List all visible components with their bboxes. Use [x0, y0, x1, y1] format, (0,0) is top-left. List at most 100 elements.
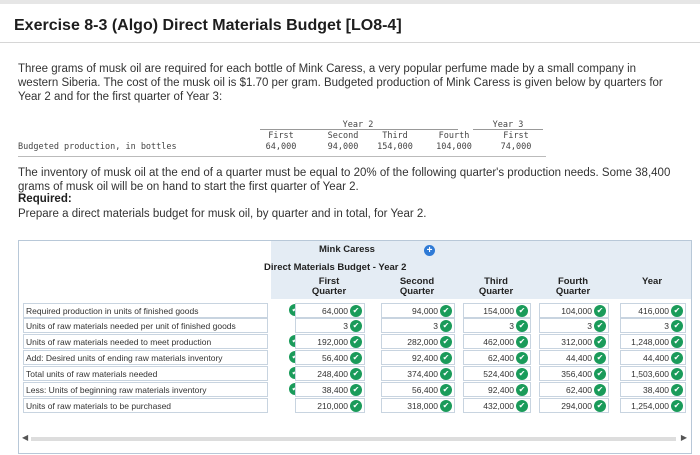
row-label: Total units of raw materials needed: [23, 366, 268, 381]
column-header-3: Fourth Quarter: [555, 276, 591, 297]
inventory-paragraph: The inventory of musk oil at the end of …: [18, 167, 671, 193]
required-instruction: Prepare a direct materials budget for mu…: [18, 208, 427, 220]
horizontal-scrollbar[interactable]: [31, 437, 676, 441]
correct-check-icon: ✔: [350, 384, 362, 396]
correct-check-icon: ✔: [350, 400, 362, 412]
title-divider: [0, 42, 700, 43]
cell-value: 1,254,000: [631, 401, 669, 411]
top-rule: [0, 0, 700, 4]
cell-value: 56,400: [412, 385, 438, 395]
correct-check-icon: ✔: [516, 368, 528, 380]
row-label: Add: Desired units of ending raw materia…: [23, 350, 268, 365]
answer-input-cell[interactable]: 282,000 ✔: [381, 334, 455, 349]
cell-value: 432,000: [483, 401, 514, 411]
correct-check-icon: ✔: [350, 320, 362, 332]
correct-check-icon: ✔: [594, 400, 606, 412]
budget-q1-value: 64,000: [265, 142, 297, 152]
cell-value: 3: [343, 321, 348, 331]
correct-check-icon: ✔: [440, 400, 452, 412]
q2-header: Second: [327, 131, 359, 141]
row-label: Required production in units of finished…: [23, 303, 268, 318]
cell-value: 374,400: [407, 369, 438, 379]
scroll-right-arrow-icon[interactable]: ▶: [680, 433, 687, 442]
answer-input-cell[interactable]: 1,503,600 ✔: [620, 366, 686, 381]
answer-input-cell[interactable]: 92,400 ✔: [463, 382, 531, 397]
answer-input-cell[interactable]: 374,400 ✔: [381, 366, 455, 381]
exercise-title: Exercise 8-3 (Algo) Direct Materials Bud…: [14, 17, 402, 34]
correct-check-icon: ✔: [594, 352, 606, 364]
cell-value: 64,000: [322, 306, 348, 316]
cell-value: 524,400: [483, 369, 514, 379]
cell-value: 192,000: [317, 337, 348, 347]
answer-input-cell[interactable]: 38,400 ✔: [620, 382, 686, 397]
cell-value: 44,400: [566, 353, 592, 363]
cell-value: 154,000: [483, 306, 514, 316]
scroll-left-arrow-icon[interactable]: ◀: [22, 433, 29, 442]
correct-check-icon: ✔: [440, 336, 452, 348]
answer-input-cell[interactable]: 92,400 ✔: [381, 350, 455, 365]
q4-header: Fourth: [438, 131, 470, 141]
year3-rule: [473, 129, 543, 130]
cell-value: 318,000: [407, 401, 438, 411]
answer-input-cell[interactable]: 64,000 ✔: [295, 303, 365, 318]
correct-check-icon: ✔: [440, 352, 452, 364]
answer-input-cell[interactable]: 1,248,000 ✔: [620, 334, 686, 349]
answer-input-cell[interactable]: 318,000 ✔: [381, 398, 455, 413]
answer-input-cell[interactable]: 3 ✔: [539, 318, 609, 333]
answer-input-cell[interactable]: 3 ✔: [620, 318, 686, 333]
answer-header-blank: [19, 241, 271, 299]
required-heading: Required:: [18, 193, 72, 205]
answer-input-cell[interactable]: 524,400 ✔: [463, 366, 531, 381]
correct-check-icon: ✔: [671, 368, 683, 380]
budget-y3q1-value: 74,000: [500, 142, 532, 152]
answer-input-cell[interactable]: 3 ✔: [381, 318, 455, 333]
answer-input-cell[interactable]: 3 ✔: [295, 318, 365, 333]
answer-input-cell[interactable]: 312,000 ✔: [539, 334, 609, 349]
answer-input-cell[interactable]: 62,400 ✔: [463, 350, 531, 365]
answer-input-cell[interactable]: 416,000 ✔: [620, 303, 686, 318]
correct-check-icon: ✔: [516, 336, 528, 348]
answer-input-cell[interactable]: 462,000 ✔: [463, 334, 531, 349]
year2-rule: [260, 129, 458, 130]
column-header-2: Third Quarter: [478, 276, 514, 297]
row-label: Units of raw materials to be purchased: [23, 398, 268, 413]
budget-q4-value: 104,000: [436, 142, 472, 152]
correct-check-icon: ✔: [594, 305, 606, 317]
answer-input-cell[interactable]: 44,400 ✔: [539, 350, 609, 365]
cell-value: 92,400: [412, 353, 438, 363]
budget-subtitle: Direct Materials Budget - Year 2: [264, 262, 407, 273]
answer-input-cell[interactable]: 210,000 ✔: [295, 398, 365, 413]
budget-row-label: Budgeted production, in bottles: [18, 142, 177, 152]
correct-check-icon: ✔: [594, 336, 606, 348]
correct-check-icon: ✔: [440, 320, 452, 332]
cell-value: 38,400: [322, 385, 348, 395]
cell-value: 312,000: [561, 337, 592, 347]
answer-input-cell[interactable]: 192,000 ✔: [295, 334, 365, 349]
answer-input-cell[interactable]: 432,000 ✔: [463, 398, 531, 413]
correct-check-icon: ✔: [671, 336, 683, 348]
column-header-1: Second Quarter: [399, 276, 435, 297]
correct-check-icon: ✔: [440, 368, 452, 380]
answer-input-cell[interactable]: 56,400 ✔: [295, 350, 365, 365]
year2-header: Year 2: [342, 120, 374, 130]
cell-value: 416,000: [638, 306, 669, 316]
answer-input-cell[interactable]: 3 ✔: [463, 318, 531, 333]
y3q1-header: First: [503, 131, 529, 141]
answer-input-cell[interactable]: 356,400 ✔: [539, 366, 609, 381]
answer-input-cell[interactable]: 1,254,000 ✔: [620, 398, 686, 413]
answer-input-cell[interactable]: 44,400 ✔: [620, 350, 686, 365]
company-name: Mink Caress: [319, 244, 375, 255]
answer-input-cell[interactable]: 56,400 ✔: [381, 382, 455, 397]
column-header-4: Year: [641, 276, 663, 287]
answer-input-cell[interactable]: 38,400 ✔: [295, 382, 365, 397]
answer-input-cell[interactable]: 104,000 ✔: [539, 303, 609, 318]
answer-input-cell[interactable]: 248,400 ✔: [295, 366, 365, 381]
answer-input-cell[interactable]: 294,000 ✔: [539, 398, 609, 413]
move-plus-icon[interactable]: +: [424, 245, 435, 256]
correct-check-icon: ✔: [671, 352, 683, 364]
answer-input-cell[interactable]: 94,000 ✔: [381, 303, 455, 318]
answer-input-cell[interactable]: 154,000 ✔: [463, 303, 531, 318]
correct-check-icon: ✔: [671, 384, 683, 396]
answer-input-cell[interactable]: 62,400 ✔: [539, 382, 609, 397]
cell-value: 356,400: [561, 369, 592, 379]
